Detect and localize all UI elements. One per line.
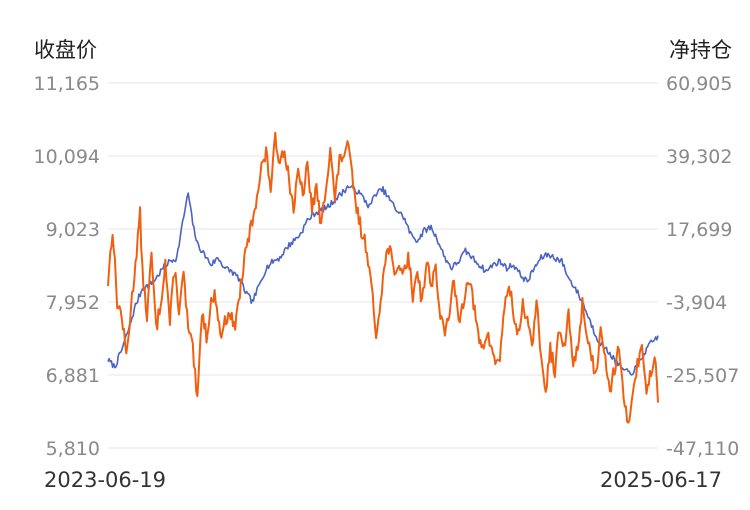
right-axis-ticks: 60,905 39,302 17,699 -3,904 -25,507 -47,110 [666,73,739,460]
right-tick-label: -25,507 [666,365,739,387]
left-axis-ticks: 11,165 10,094 9,023 7,952 6,881 5,810 [34,73,100,460]
x-axis-start-label: 2023-06-19 [44,468,167,492]
right-tick-label: -47,110 [666,438,739,460]
right-tick-label: -3,904 [666,292,727,314]
net-position-line [107,131,659,424]
series-group [107,131,659,424]
closing-price-line [107,184,659,376]
left-tick-label: 11,165 [34,73,100,95]
left-tick-label: 5,810 [46,438,100,460]
left-tick-label: 7,952 [46,292,100,314]
right-tick-label: 17,699 [666,219,732,241]
x-axis-end-label: 2025-06-17 [599,468,722,492]
left-tick-label: 6,881 [46,365,100,387]
right-tick-label: 60,905 [666,73,732,95]
right-axis-title: 净持仓 [669,38,732,62]
right-tick-label: 39,302 [666,146,732,168]
grid [108,82,658,449]
left-tick-label: 9,023 [46,219,100,241]
left-axis-title: 收盘价 [34,38,97,62]
left-tick-label: 10,094 [34,146,100,168]
